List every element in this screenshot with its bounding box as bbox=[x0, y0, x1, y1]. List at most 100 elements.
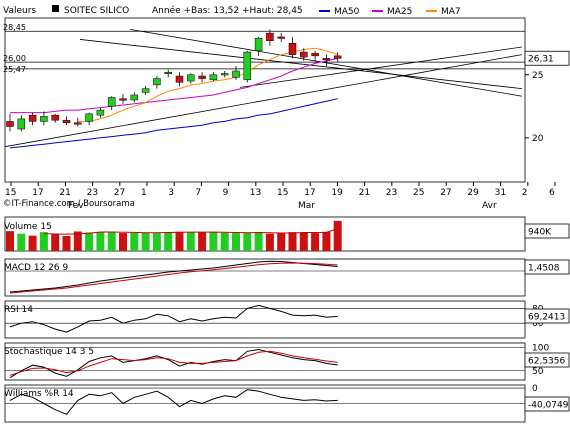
x-tick-label: 27 bbox=[440, 188, 451, 198]
candle-body bbox=[333, 55, 342, 59]
macd-series-line bbox=[9, 262, 338, 294]
volume-bar bbox=[96, 232, 105, 251]
x-tick-label: 31 bbox=[495, 188, 506, 198]
trend-line bbox=[4, 54, 523, 148]
candle-body bbox=[6, 121, 14, 127]
stochastic-last-value: 62,5356 bbox=[528, 357, 565, 367]
volume-bar bbox=[85, 232, 94, 251]
chart-header: Valeurs SOITEC SILICO Année +Bas: 13,52 … bbox=[3, 5, 461, 17]
legend-ma50-label: MA50 bbox=[334, 7, 360, 17]
candle-body bbox=[288, 42, 297, 55]
trend-line bbox=[239, 46, 523, 88]
x-tick-label: 15 bbox=[277, 188, 288, 198]
x-tick-label: 25 bbox=[413, 188, 424, 198]
volume-bar bbox=[311, 233, 320, 251]
volume-bar bbox=[333, 220, 342, 251]
month-label: Avr bbox=[482, 201, 497, 211]
candle-body bbox=[40, 116, 48, 122]
williams-last-value-box bbox=[524, 396, 570, 412]
volume-bar bbox=[17, 233, 26, 251]
volume-bar bbox=[152, 233, 161, 251]
williams-series-line bbox=[9, 389, 338, 415]
macd-title: MACD 12 26 9 bbox=[4, 263, 68, 273]
x-tick-label: 17 bbox=[304, 188, 315, 198]
x-tick-label: 19 bbox=[331, 188, 343, 198]
legend-ma25-label: MA25 bbox=[387, 7, 412, 17]
series-marker-icon bbox=[52, 5, 59, 12]
volume-bar bbox=[141, 232, 150, 251]
volume-bar bbox=[130, 232, 139, 251]
volume-bar bbox=[6, 231, 14, 251]
volume-bar bbox=[232, 233, 240, 251]
volume-bar bbox=[277, 233, 286, 251]
year-range: Année +Bas: 13,52 +Haut: 28,45 bbox=[152, 5, 303, 16]
volume-bar bbox=[265, 233, 274, 251]
stochastic-series-line bbox=[9, 350, 338, 376]
x-tick-label: 2 bbox=[522, 188, 528, 198]
volume-bar bbox=[107, 231, 116, 251]
rsi-series-line bbox=[9, 304, 338, 333]
volume-bar bbox=[220, 232, 229, 251]
volume-bar bbox=[198, 232, 207, 251]
candle-body bbox=[17, 118, 26, 130]
stochastic-last-value-box bbox=[524, 352, 570, 368]
rsi-title: RSI 14 bbox=[4, 305, 33, 315]
volume-bar bbox=[254, 232, 263, 251]
volume-bar bbox=[288, 232, 297, 251]
ma25-line bbox=[10, 57, 338, 114]
y-tick-label: 20 bbox=[532, 134, 544, 144]
candle-body bbox=[243, 51, 252, 81]
x-tick-label: 3 bbox=[168, 188, 174, 198]
y-tick-label: 25 bbox=[532, 71, 543, 81]
williams-panel: 0-50Williams %R 14-40,0749 bbox=[4, 384, 570, 423]
candle-body bbox=[311, 53, 319, 57]
candle-body bbox=[62, 119, 71, 123]
macd-panel: 1MACD 12 26 91,4508 bbox=[4, 258, 570, 297]
x-tick-label: 17 bbox=[32, 188, 43, 198]
williams-last-value: -40,0749 bbox=[528, 401, 569, 411]
stochastic-y-tick-label: 50 bbox=[532, 367, 544, 377]
macd-series-line bbox=[9, 260, 338, 293]
x-tick-label: 23 bbox=[386, 188, 397, 198]
legend-ma7-label: MA7 bbox=[441, 7, 461, 17]
x-tick-label: 21 bbox=[359, 188, 370, 198]
price-panel-frame bbox=[4, 17, 526, 183]
volume-average-line bbox=[43, 228, 338, 235]
volume-bar bbox=[186, 232, 195, 251]
month-label: Mar bbox=[298, 201, 315, 211]
rsi-panel-frame bbox=[4, 300, 526, 339]
stock-name: SOITEC SILICO bbox=[64, 6, 129, 16]
macd-last-value: 1,4508 bbox=[528, 264, 560, 274]
candle-body bbox=[322, 58, 331, 61]
x-tick-label: 13 bbox=[250, 188, 261, 198]
reference-label: 25,47 bbox=[3, 65, 26, 74]
candle-body bbox=[277, 36, 285, 39]
volume-bar bbox=[322, 231, 331, 251]
candle-body bbox=[153, 78, 161, 86]
volume-last-value-box bbox=[524, 223, 570, 239]
volume-panel: Volume 15 940K bbox=[4, 216, 570, 252]
stochastic-title: Stochastique 14 3 5 bbox=[4, 347, 94, 357]
reference-label: 28,45 bbox=[3, 23, 26, 32]
macd-last-value-box bbox=[524, 259, 570, 275]
williams-title: Williams %R 14 bbox=[4, 389, 74, 399]
candle-body bbox=[51, 114, 59, 121]
x-tick-label: 15 bbox=[5, 188, 16, 198]
x-tick-label: 23 bbox=[87, 188, 98, 198]
candle-body bbox=[232, 70, 240, 78]
x-tick-label: 27 bbox=[114, 188, 125, 198]
candle-body bbox=[96, 109, 105, 116]
volume-bar bbox=[164, 232, 173, 251]
candle-body bbox=[254, 37, 263, 52]
macd-panel-frame bbox=[4, 258, 526, 297]
stochastic-series-line bbox=[9, 348, 338, 379]
month-label: Fev bbox=[68, 201, 84, 211]
candle-body bbox=[85, 113, 93, 122]
candle-body bbox=[74, 122, 82, 125]
last-price-value: 26,31 bbox=[528, 55, 554, 65]
x-tick-label: 7 bbox=[195, 188, 201, 198]
volume-bar bbox=[73, 231, 82, 251]
x-tick-label: 9 bbox=[223, 188, 229, 198]
